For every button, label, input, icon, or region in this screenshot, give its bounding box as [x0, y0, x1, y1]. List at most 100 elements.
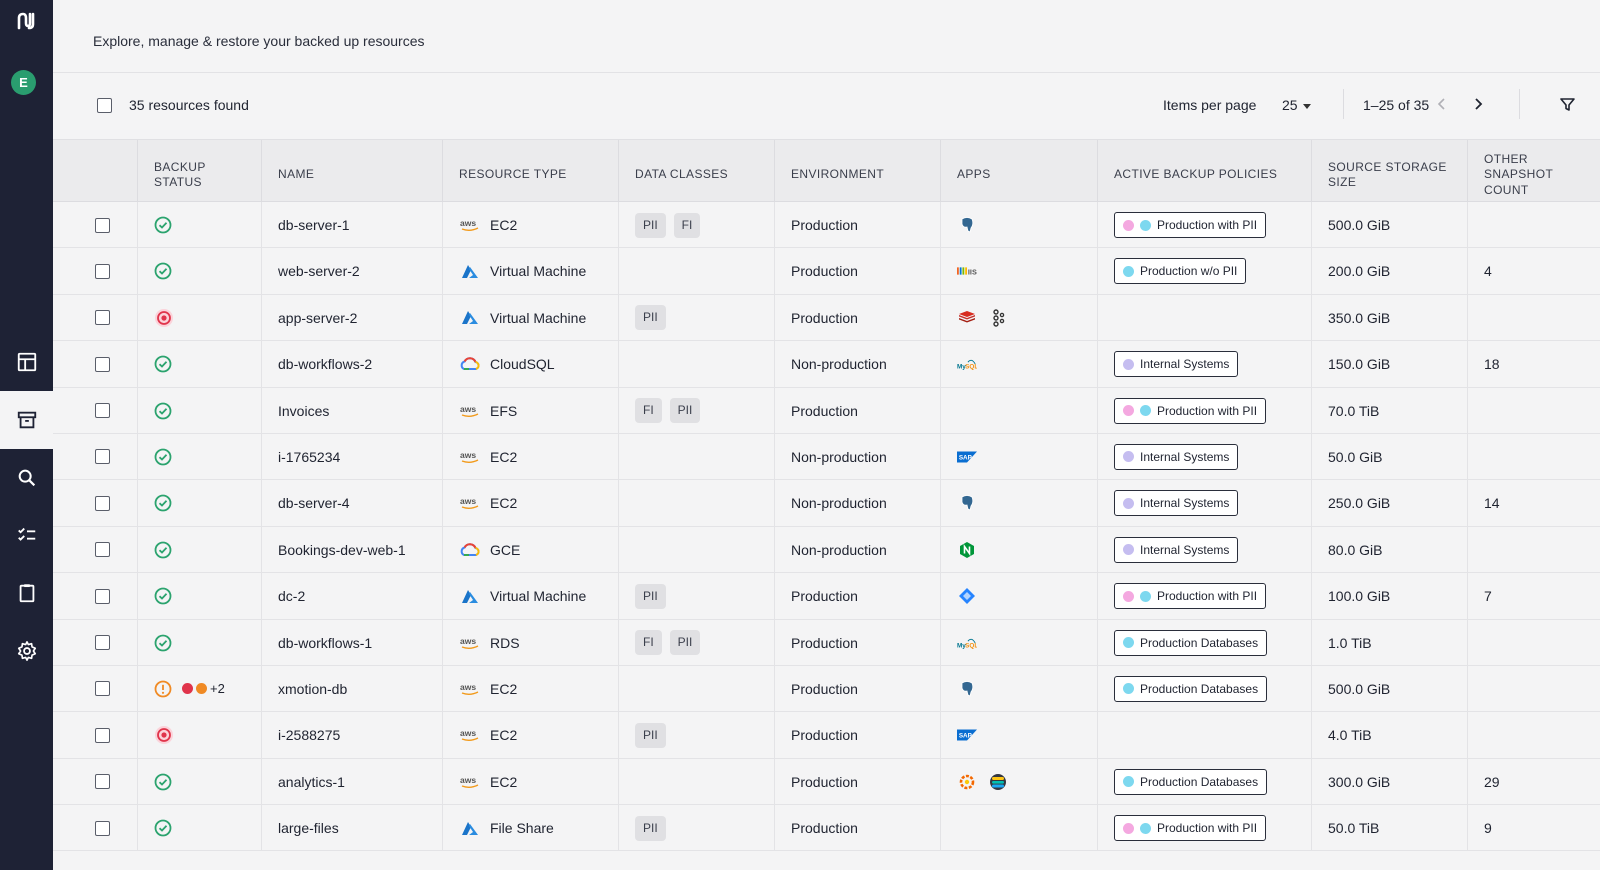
row-checkbox[interactable] [95, 495, 110, 511]
select-all-checkbox[interactable] [97, 98, 112, 113]
cell-resource-type: GCE [442, 526, 618, 573]
sidebar-item-search[interactable] [0, 449, 53, 507]
column-backup-status[interactable]: BACKUP STATUS [137, 140, 261, 202]
row-checkbox[interactable] [95, 403, 110, 419]
resource-name[interactable]: large-files [278, 820, 339, 837]
backup-policy-chip[interactable]: Production w/o PII [1114, 258, 1247, 285]
cell-storage-size: 500.0 GiB [1311, 202, 1467, 248]
resource-name[interactable]: db-workflows-1 [278, 634, 373, 651]
policy-dot [1123, 405, 1134, 417]
backup-policy-chip[interactable]: Production with PII [1114, 583, 1267, 610]
backup-policy-chip[interactable]: Production Databases [1114, 768, 1268, 795]
table-row[interactable]: Bookings-dev-web-1 GCE Non-production Inter… [53, 526, 1600, 574]
table-row[interactable]: web-server-2 Virtual Machine Production IIS… [53, 248, 1600, 295]
avatar[interactable]: E [11, 70, 36, 95]
row-checkbox[interactable] [95, 681, 110, 697]
backup-policy-chip[interactable]: Production with PII [1114, 397, 1267, 424]
backup-policy-chip[interactable]: Internal Systems [1114, 443, 1239, 470]
column-name[interactable]: NAME [261, 140, 442, 202]
backup-policy-chip[interactable]: Production with PII [1114, 815, 1267, 842]
cell-name: dc-2 [261, 573, 442, 620]
resource-name[interactable]: analytics-1 [278, 773, 345, 790]
sidebar-item-tasks[interactable] [0, 506, 53, 564]
prev-page-button[interactable] [1431, 93, 1453, 115]
resource-name[interactable]: dc-2 [278, 588, 306, 605]
cell-backup-policies: Production Databases [1097, 758, 1311, 805]
row-checkbox[interactable] [95, 727, 110, 743]
row-checkbox[interactable] [95, 263, 110, 279]
table-row[interactable]: db-server-4 aws EC2 Non-production Internal … [53, 480, 1600, 527]
table-row[interactable]: db-server-1 aws EC2 PII FI Production Producti… [53, 202, 1600, 249]
column-source-storage-size[interactable]: SOURCE STORAGE SIZE [1311, 140, 1467, 202]
sidebar-item-resources[interactable] [0, 391, 53, 449]
table-row[interactable]: db-workflows-1 aws RDS FI PII Production My SQL… [53, 619, 1600, 666]
items-per-page-select[interactable]: 25 [1282, 97, 1311, 113]
column-resource-type[interactable]: RESOURCE TYPE [442, 140, 618, 202]
resource-name[interactable]: i-1765234 [278, 448, 341, 465]
column-environment[interactable]: ENVIRONMENT [774, 140, 940, 202]
row-checkbox[interactable] [95, 820, 110, 836]
table-row[interactable]: db-workflows-2 CloudSQL Non-production My SQ… [53, 341, 1600, 388]
resource-name[interactable]: db-server-1 [278, 217, 350, 233]
row-checkbox[interactable] [95, 588, 110, 604]
table-row[interactable]: app-server-2 Virtual Machine PII Production… [53, 294, 1600, 342]
policy-dot [1123, 219, 1134, 231]
table-row[interactable]: large-files File Share PII Production Produc… [53, 805, 1600, 852]
cell-select [53, 712, 137, 758]
row-checkbox[interactable] [95, 356, 110, 372]
table-row[interactable]: dc-2 Virtual Machine PII Production Producti… [53, 573, 1600, 620]
cell-storage-size: 50.0 GiB [1311, 433, 1467, 480]
mysql-icon: My SQL [957, 633, 977, 653]
row-checkbox[interactable] [95, 310, 110, 326]
resource-name[interactable]: db-workflows-2 [278, 356, 373, 373]
next-page-button[interactable] [1467, 93, 1489, 115]
cell-name: db-server-1 [261, 202, 442, 248]
table-row[interactable]: Invoices aws EFS FI PII Production Production … [53, 387, 1600, 434]
backup-policy-chip[interactable]: Production Databases [1114, 629, 1268, 656]
row-checkbox[interactable] [95, 542, 110, 558]
chevron-right-icon [1475, 98, 1483, 110]
cell-environment: Non-production [774, 526, 940, 573]
svg-text:aws: aws [460, 728, 476, 738]
cell-storage-size: 500.0 GiB [1311, 665, 1467, 712]
svg-text:aws: aws [460, 404, 476, 414]
resource-name[interactable]: app-server-2 [278, 309, 358, 326]
storage-size: 250.0 GiB [1328, 495, 1391, 512]
status-extra[interactable]: +2 [182, 681, 225, 696]
backup-policy-chip[interactable]: Production with PII [1114, 212, 1267, 238]
cell-select [53, 620, 137, 666]
sidebar-item-settings[interactable] [0, 622, 53, 680]
column-active-backup-policies[interactable]: ACTIVE BACKUP POLICIES [1097, 140, 1311, 202]
resource-name[interactable]: xmotion-db [278, 680, 348, 697]
row-checkbox[interactable] [95, 635, 110, 651]
cell-name: Bookings-dev-web-1 [261, 526, 442, 573]
resource-type-label: RDS [490, 634, 520, 651]
column-apps[interactable]: APPS [940, 140, 1097, 202]
table-row[interactable]: analytics-1 aws EC2 Production Production Da… [53, 758, 1600, 806]
table-row[interactable]: +2 xmotion-db aws EC2 Production Production D… [53, 665, 1600, 713]
column-data-classes[interactable]: DATA CLASSES [618, 140, 774, 202]
sidebar-item-reports[interactable] [0, 564, 53, 622]
resource-name[interactable]: i-2588275 [278, 727, 341, 744]
resource-name[interactable]: web-server-2 [278, 263, 360, 280]
row-checkbox[interactable] [95, 217, 110, 233]
app-logo[interactable] [9, 10, 43, 38]
sidebar-item-dashboard[interactable] [0, 333, 53, 391]
backup-policy-chip[interactable]: Internal Systems [1114, 351, 1239, 378]
cell-name: xmotion-db [261, 665, 442, 712]
backup-policy-chip[interactable]: Production Databases [1114, 675, 1268, 702]
environment-label: Production [791, 263, 858, 280]
table-row[interactable]: i-2588275 aws EC2 PII Production SAP 4.0 TiB [53, 712, 1600, 759]
column-other-snapshot-count[interactable]: OTHER SNAPSHOT COUNT [1467, 140, 1600, 202]
filter-button[interactable] [1556, 93, 1578, 115]
cell-resource-type: Virtual Machine [442, 573, 618, 620]
row-checkbox[interactable] [95, 774, 110, 790]
row-checkbox[interactable] [95, 449, 110, 465]
table-row[interactable]: i-1765234 aws EC2 Non-production SAP Internal… [53, 433, 1600, 481]
backup-policy-chip[interactable]: Internal Systems [1114, 490, 1239, 517]
svg-text:aws: aws [460, 682, 476, 692]
resource-name[interactable]: Invoices [278, 402, 330, 419]
resource-name[interactable]: db-server-4 [278, 495, 350, 512]
backup-policy-chip[interactable]: Internal Systems [1114, 536, 1239, 563]
resource-name[interactable]: Bookings-dev-web-1 [278, 541, 406, 558]
